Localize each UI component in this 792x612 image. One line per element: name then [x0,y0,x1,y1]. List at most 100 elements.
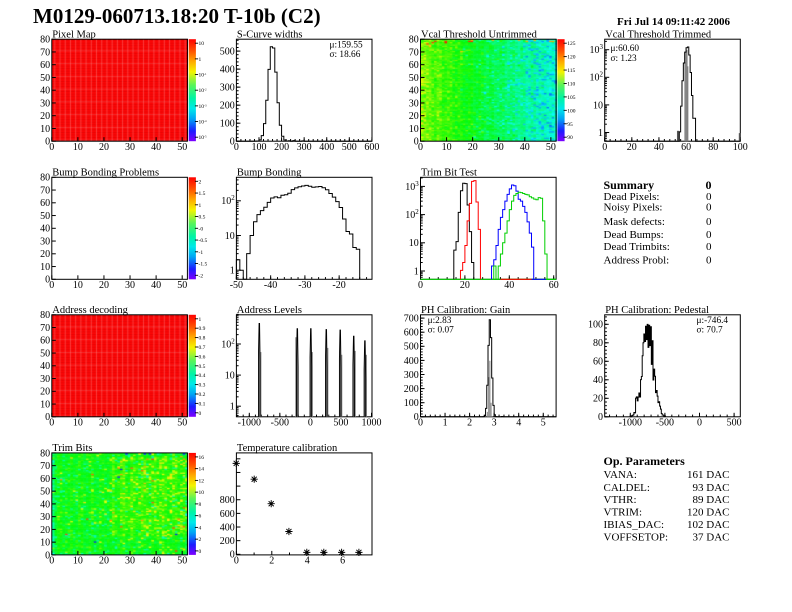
svg-text:-30: -30 [298,280,311,291]
svg-text:40: 40 [409,86,419,97]
svg-text:Dead Trimbits:: Dead Trimbits: [604,241,670,253]
svg-text:20: 20 [99,280,109,291]
svg-text:0: 0 [49,280,54,291]
svg-text:30: 30 [40,237,50,248]
svg-text:0.8: 0.8 [199,336,206,342]
svg-text:-20: -20 [332,280,345,291]
svg-text:10: 10 [73,418,83,429]
svg-text:-500: -500 [271,418,289,429]
svg-text:0: 0 [414,137,419,148]
svg-text:60: 60 [593,357,603,368]
svg-text:500: 500 [342,142,357,153]
svg-text:0: 0 [45,275,50,286]
svg-text:40: 40 [151,280,161,291]
svg-text:0: 0 [308,418,313,429]
svg-text:2: 2 [199,179,202,185]
svg-text:1: 1 [414,266,419,277]
svg-text:0: 0 [234,556,239,567]
svg-text:600: 600 [220,509,235,520]
svg-text:Vcal Threshold Trimmed: Vcal Threshold Trimmed [605,29,712,40]
svg-text:VANA:: VANA: [604,469,637,481]
svg-text:37 DAC: 37 DAC [693,532,730,544]
svg-text:102: 102 [221,337,235,350]
svg-text:2: 2 [199,537,202,543]
svg-text:30: 30 [40,374,50,385]
svg-text:30: 30 [125,418,135,429]
svg-text:10-5: 10-5 [199,135,207,142]
svg-text:σ: 70.7: σ: 70.7 [697,326,724,336]
svg-text:80: 80 [409,35,419,46]
svg-text:20: 20 [468,142,478,153]
svg-text:μ:60.60: μ:60.60 [611,44,640,54]
svg-text:-500: -500 [656,418,674,429]
svg-text:20: 20 [40,249,50,260]
svg-text:10: 10 [40,399,50,410]
svg-text:0: 0 [199,549,202,555]
svg-text:60: 60 [681,142,691,153]
svg-text:40: 40 [40,86,50,97]
svg-text:8: 8 [199,502,202,508]
svg-text:-1000: -1000 [238,418,261,429]
svg-text:0: 0 [49,556,54,567]
svg-text:40: 40 [40,499,50,510]
svg-text:80: 80 [40,310,50,321]
svg-text:30: 30 [125,556,135,567]
svg-text:40: 40 [504,280,514,291]
svg-text:40: 40 [40,361,50,372]
svg-text:0: 0 [706,178,712,192]
svg-text:30: 30 [494,142,504,153]
svg-text:0.9: 0.9 [199,326,206,332]
svg-text:10: 10 [409,238,419,249]
svg-text:Noisy Pixels:: Noisy Pixels: [604,202,663,214]
svg-text:M0129-060713.18:20 T-10b (C2): M0129-060713.18:20 T-10b (C2) [33,4,321,28]
svg-text:10: 10 [409,124,419,135]
svg-text:-1000: -1000 [619,418,642,429]
svg-text:Bump Bonding: Bump Bonding [237,167,302,178]
svg-text:0.1: 0.1 [199,401,206,407]
svg-text:4: 4 [516,418,521,429]
svg-text:50: 50 [40,73,50,84]
svg-text:80: 80 [593,338,603,349]
svg-text:10: 10 [199,41,205,47]
svg-text:400: 400 [220,65,235,76]
svg-text:60: 60 [40,198,50,209]
svg-text:110: 110 [567,82,575,88]
svg-text:40: 40 [40,224,50,235]
svg-text:Op. Parameters: Op. Parameters [604,454,686,468]
svg-text:4: 4 [199,525,202,531]
svg-text:VOFFSETOP:: VOFFSETOP: [604,532,669,544]
svg-text:VTRIM:: VTRIM: [604,507,643,519]
svg-text:20: 20 [40,111,50,122]
svg-text:5: 5 [541,418,546,429]
svg-text:93 DAC: 93 DAC [693,482,730,494]
svg-text:Address Levels: Address Levels [237,305,302,316]
svg-text:500: 500 [333,418,348,429]
svg-text:800: 800 [220,495,235,506]
svg-text:-50: -50 [230,280,243,291]
svg-text:400: 400 [220,522,235,533]
svg-text:0: 0 [418,418,423,429]
svg-text:80: 80 [40,448,50,459]
svg-text:1.5: 1.5 [199,191,206,197]
svg-text:4: 4 [305,556,310,567]
svg-text:-1: -1 [199,250,204,256]
svg-text:95: 95 [567,122,573,128]
svg-text:300: 300 [220,83,235,94]
svg-text:10: 10 [199,490,205,496]
svg-text:20: 20 [40,387,50,398]
svg-text:0: 0 [598,412,603,423]
svg-text:161 DAC: 161 DAC [687,469,729,481]
svg-text:Address Probl:: Address Probl: [604,255,670,267]
svg-text:100: 100 [733,142,748,153]
svg-text:125: 125 [567,41,576,47]
svg-text:14: 14 [199,467,205,473]
svg-text:10: 10 [593,100,603,111]
svg-text:102 DAC: 102 DAC [687,519,729,531]
svg-text:200: 200 [274,142,289,153]
svg-text:103: 103 [405,180,419,193]
svg-text:89 DAC: 89 DAC [693,494,730,506]
svg-text:Mask defects:: Mask defects: [604,216,665,228]
svg-text:0.7: 0.7 [199,345,206,351]
svg-text:0: 0 [706,191,712,203]
svg-text:70: 70 [409,47,419,58]
